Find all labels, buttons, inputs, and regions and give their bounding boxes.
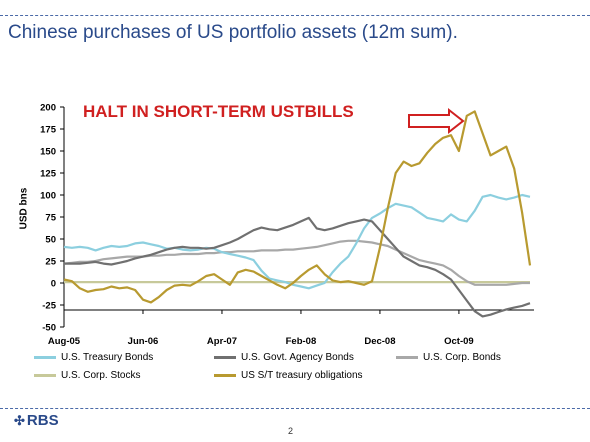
y-tick-label: 0 <box>51 279 56 290</box>
annotation-arrow <box>408 107 465 135</box>
bottom-rule <box>0 408 590 409</box>
x-tick-label: Apr-07 <box>207 336 237 347</box>
top-rule <box>0 15 590 16</box>
legend-swatch-agency-bonds <box>214 355 236 359</box>
y-tick-label: 100 <box>40 191 56 202</box>
x-tick-label: Aug-05 <box>48 336 81 347</box>
legend-label-treasury-bonds: U.S. Treasury Bonds <box>61 352 154 363</box>
y-tick-label: -50 <box>42 323 56 334</box>
series-line-0 <box>63 193 531 290</box>
x-tick-label: Dec-08 <box>364 336 395 347</box>
x-tick-label: Jun-06 <box>128 336 159 347</box>
y-tick-label: 25 <box>45 257 56 268</box>
y-tick-label: 175 <box>40 125 57 136</box>
legend-item-agency-bonds: U.S. Govt. Agency Bonds <box>214 352 354 363</box>
series-line-1 <box>64 216 531 318</box>
rbs-logo: ✣ RBS <box>14 412 59 429</box>
legend-label-corp-bonds: U.S. Corp. Bonds <box>423 352 501 363</box>
legend-label-st-treasury: US S/T treasury obligations <box>241 370 363 381</box>
y-tick-label: 150 <box>40 147 56 158</box>
slide-title: Chinese purchases of US portfolio assets… <box>8 22 458 43</box>
y-tick-label: 200 <box>40 103 56 114</box>
chart-series <box>63 110 532 318</box>
page-number: 2 <box>288 426 294 436</box>
y-tick-label: 75 <box>45 213 56 224</box>
chart-annotation: HALT IN SHORT-TERM USTBILLS <box>83 102 354 121</box>
legend-swatch-corp-stocks <box>34 373 56 377</box>
legend-item-corp-stocks: U.S. Corp. Stocks <box>34 370 140 381</box>
legend-label-agency-bonds: U.S. Govt. Agency Bonds <box>241 352 354 363</box>
legend-label-corp-stocks: U.S. Corp. Stocks <box>61 370 141 381</box>
rbs-logo-text: RBS <box>26 412 59 429</box>
legend-swatch-st-treasury <box>214 373 236 377</box>
y-tick-label: -25 <box>42 301 56 312</box>
x-tick-label: Oct-09 <box>444 336 474 347</box>
chart: -50 -25 0 25 50 75 100 125 150 175 200 Aug-05 Jun-06… <box>40 103 534 347</box>
legend-item-treasury-bonds: U.S. Treasury Bonds <box>34 352 153 363</box>
legend-item-corp-bonds: U.S. Corp. Bonds <box>396 352 501 363</box>
x-tick-label: Feb-08 <box>286 336 317 347</box>
legend-swatch-corp-bonds <box>396 355 418 359</box>
y-tick-label: 50 <box>45 235 56 246</box>
y-tick-label: 125 <box>40 169 57 180</box>
legend-item-st-treasury: US S/T treasury obligations <box>214 370 363 381</box>
legend-swatch-treasury-bonds <box>34 355 56 359</box>
chart-axes: -50 -25 0 25 50 75 100 125 150 175 200 Aug-05 Jun-06… <box>40 103 534 347</box>
y-axis-label: USD bns <box>18 187 30 230</box>
rbs-logo-icon: ✣ <box>14 413 25 428</box>
series-line-4 <box>63 110 532 304</box>
